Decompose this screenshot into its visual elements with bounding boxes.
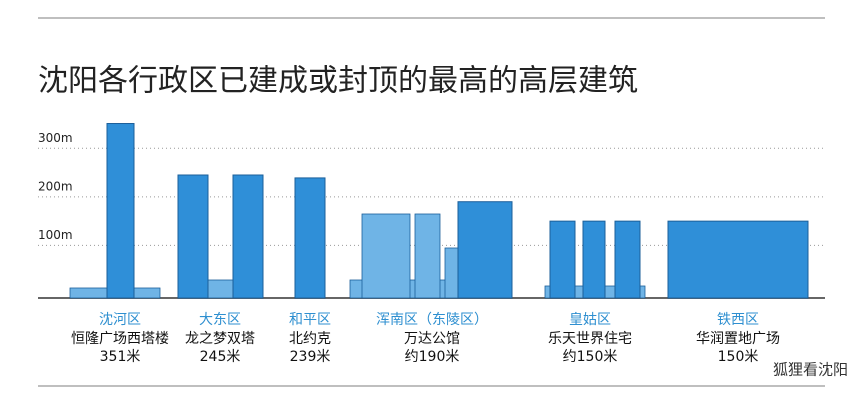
chart-title: 沈阳各行政区已建成或封顶的最高的高层建筑 (38, 64, 638, 99)
building-label: 北约克 (289, 331, 331, 347)
building-label: 恒隆广场西塔楼 (71, 331, 169, 347)
district-label: 沈河区 (99, 312, 141, 328)
y-tick-label: 100m (38, 228, 73, 242)
building-base (69, 287, 108, 299)
y-tick-label: 200m (38, 179, 73, 193)
district-label: 浑南区（东陵区） (376, 312, 488, 328)
building-base (133, 287, 161, 299)
building-base (414, 213, 441, 299)
building-base (361, 213, 411, 299)
building (294, 177, 326, 299)
building-label: 华润置地广场 (696, 331, 780, 347)
building-label: 万达公馆 (404, 331, 460, 347)
value-label: 约190米 (405, 349, 460, 365)
district-label: 铁西区 (717, 312, 759, 328)
value-label: 351米 (100, 349, 141, 365)
value-label: 约150米 (563, 349, 618, 365)
building (667, 220, 809, 299)
building-label: 龙之梦双塔 (185, 331, 255, 347)
building-base (207, 279, 234, 299)
y-tick-label: 300m (38, 131, 73, 145)
building (614, 220, 641, 299)
watermark: 狐狸看沈阳 (773, 361, 848, 379)
district-label: 和平区 (289, 312, 331, 328)
value-label: 239米 (290, 349, 331, 365)
building (457, 201, 513, 299)
district-label: 皇姑区 (569, 312, 611, 328)
building (177, 174, 209, 299)
building (582, 220, 606, 299)
building (549, 220, 576, 299)
building (232, 174, 264, 299)
value-label: 245米 (200, 349, 241, 365)
building-label: 乐天世界住宅 (548, 331, 632, 347)
value-label: 150米 (718, 349, 759, 365)
building (106, 123, 135, 299)
district-label: 大东区 (199, 312, 241, 328)
